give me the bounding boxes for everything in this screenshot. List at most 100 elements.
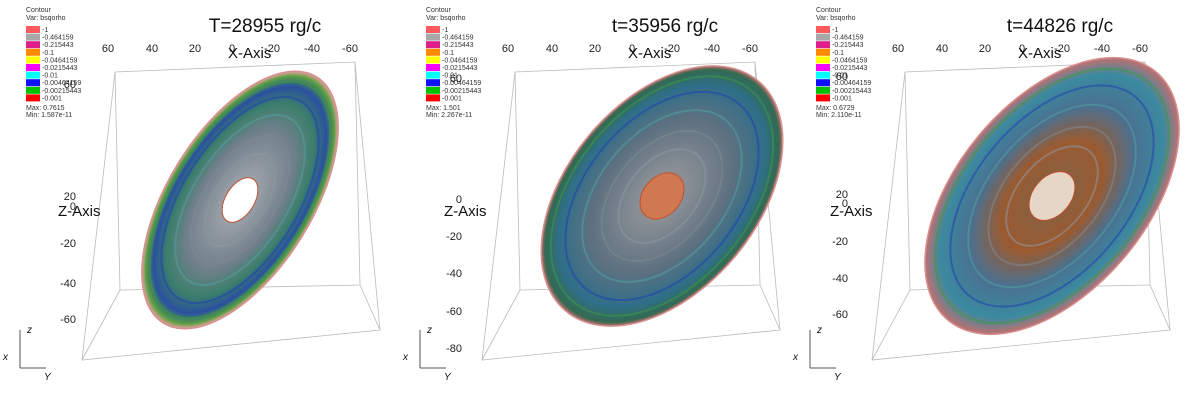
legend-swatch [816,41,830,49]
panel-title: t=44826 rg/c [1007,16,1113,37]
legend-swatch [426,48,440,56]
legend-swatch [426,64,440,71]
legend-label: -0.0464159 [442,57,478,64]
legend-swatch [26,33,40,41]
legend-swatch [816,56,830,64]
legend-swatch [816,26,830,33]
legend-min: Min: 1.587e-11 [26,112,72,119]
legend-variable: Var: bsqorho [816,15,856,22]
triad-label: Y [44,372,52,383]
legend-swatch [816,86,830,94]
disk-ring [549,75,775,317]
disk-hole [1028,171,1076,221]
x-tick-label: 0 [229,43,235,55]
x-tick-label: -40 [1094,43,1110,55]
legend-min: Min: 2.267e-11 [426,112,472,119]
z-tick-label: -40 [60,278,76,290]
legend-min: Min: 2.110e-11 [816,112,862,119]
x-tick-label: 40 [146,43,158,55]
triad-label: x [2,352,9,363]
z-tick-label: -60 [446,306,462,318]
z-tick-label: 60 [64,79,76,91]
plot-box [871,289,911,361]
legend-swatch [426,33,440,41]
disk-ring [174,114,306,286]
legend-label: -0.1 [42,50,54,57]
z-tick-label: 0 [842,198,848,210]
legend-swatch [426,94,440,102]
triad-label: x [792,352,799,363]
disk [924,56,1180,336]
disk-ring [160,95,320,305]
legend-label: -0.1 [442,50,454,57]
x-tick-label: -60 [342,43,358,55]
disk-ring [617,148,707,244]
legend-title: Contour [26,7,52,14]
disk-ring [564,90,760,302]
z-tick-label: -60 [832,309,848,321]
x-tick-label: -20 [264,43,280,55]
triad-label: x [402,352,409,363]
disk-ring [581,109,743,283]
z-tick-label: 0 [456,194,462,206]
z-tick-label: -40 [446,268,462,280]
disk-ring [1005,145,1099,247]
x-tick-label: 20 [589,43,601,55]
legend-variable: Var: bsqorho [426,15,466,22]
x-tick-label: -60 [742,43,758,55]
legend-swatch [26,48,40,56]
legend-max: Max: 0.6729 [816,105,855,112]
z-tick-label: 60 [836,71,848,83]
z-tick-label: 0 [70,201,76,213]
disk-ring [189,134,291,266]
legend-swatch [816,71,830,79]
legend-label: -0.1 [832,50,844,57]
legend-max: Max: 1.501 [426,105,461,112]
z-tick-label: 20 [836,189,848,201]
disk-ring [600,129,724,263]
legend-label: -0.0215443 [42,65,78,72]
z-tick-label: -20 [446,231,462,243]
plot-box [481,289,521,361]
legend-label: -0.00464159 [832,80,871,87]
legend-label: -0.464159 [42,35,74,42]
legend-swatch [816,79,830,87]
legend-label: -0.001 [442,95,462,102]
disk [141,70,339,330]
triad-label: z [26,325,32,336]
disk-ring [934,67,1170,325]
disk-ring [203,152,277,248]
z-tick-label: -80 [446,343,462,355]
disk-hole [221,177,259,223]
legend-label: -0.001 [42,95,62,102]
plot-box [359,284,381,331]
triad-label: Y [834,372,842,383]
legend-swatch [26,94,40,102]
z-tick-label: -20 [60,238,76,250]
legend-swatch [816,94,830,102]
legend-title: Contour [426,7,452,14]
disk-ring [967,103,1137,289]
legend-label: -0.00464159 [42,80,81,87]
legend-label: -0.00215443 [832,88,871,95]
x-tick-label: -60 [1132,43,1148,55]
legend-label: -0.01 [42,73,58,80]
plot-box [81,289,121,361]
legend-label: -0.215443 [442,42,474,49]
legend-label: -0.0215443 [832,65,868,72]
legend-swatch [26,79,40,87]
legend-label: -1 [832,27,838,34]
x-tick-label: 40 [936,43,948,55]
legend-max: Max: 0.7615 [26,105,65,112]
legend-label: -0.00464159 [442,80,481,87]
legend-label: -1 [442,27,448,34]
legend-swatch [426,26,440,33]
legend-swatch [26,64,40,71]
z-tick-label: -20 [832,236,848,248]
disk [540,65,784,327]
legend-label: -0.01 [442,73,458,80]
legend-swatch [426,71,440,79]
